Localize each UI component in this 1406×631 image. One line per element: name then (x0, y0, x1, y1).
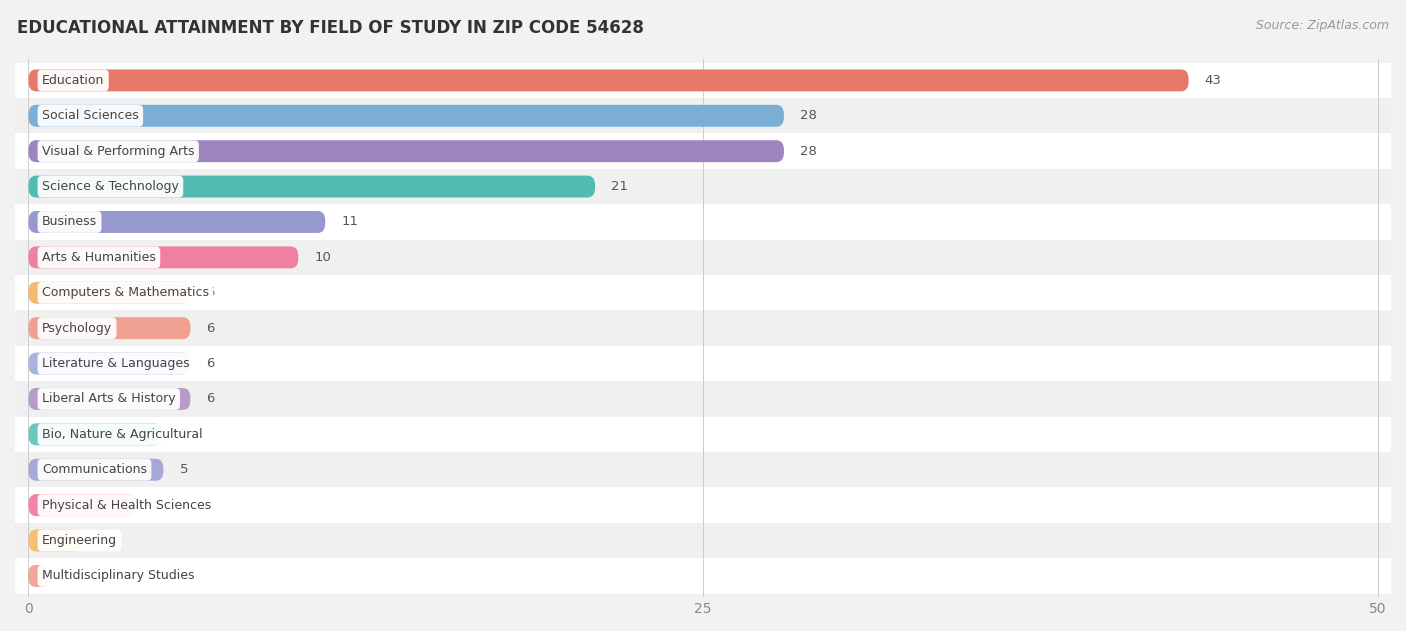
FancyBboxPatch shape (15, 310, 1391, 346)
FancyBboxPatch shape (28, 353, 190, 375)
Text: Communications: Communications (42, 463, 148, 476)
FancyBboxPatch shape (15, 452, 1391, 487)
FancyBboxPatch shape (28, 140, 785, 162)
Text: Physical & Health Sciences: Physical & Health Sciences (42, 498, 211, 512)
Text: Science & Technology: Science & Technology (42, 180, 179, 193)
Text: 6: 6 (207, 322, 215, 334)
Text: 43: 43 (1205, 74, 1222, 87)
FancyBboxPatch shape (28, 388, 190, 410)
FancyBboxPatch shape (28, 317, 190, 339)
FancyBboxPatch shape (15, 523, 1391, 558)
FancyBboxPatch shape (15, 346, 1391, 381)
FancyBboxPatch shape (28, 529, 83, 551)
Text: EDUCATIONAL ATTAINMENT BY FIELD OF STUDY IN ZIP CODE 54628: EDUCATIONAL ATTAINMENT BY FIELD OF STUDY… (17, 19, 644, 37)
FancyBboxPatch shape (15, 275, 1391, 310)
FancyBboxPatch shape (15, 487, 1391, 523)
FancyBboxPatch shape (28, 175, 595, 198)
Text: 6: 6 (207, 286, 215, 299)
Text: 5: 5 (180, 428, 188, 441)
Text: Business: Business (42, 215, 97, 228)
Text: 6: 6 (207, 392, 215, 406)
FancyBboxPatch shape (15, 204, 1391, 240)
FancyBboxPatch shape (28, 565, 51, 587)
FancyBboxPatch shape (15, 62, 1391, 98)
FancyBboxPatch shape (15, 416, 1391, 452)
Text: Literature & Languages: Literature & Languages (42, 357, 190, 370)
FancyBboxPatch shape (15, 169, 1391, 204)
FancyBboxPatch shape (28, 494, 136, 516)
Text: 21: 21 (612, 180, 628, 193)
Text: Liberal Arts & History: Liberal Arts & History (42, 392, 176, 406)
Text: 2: 2 (98, 534, 107, 547)
Text: Multidisciplinary Studies: Multidisciplinary Studies (42, 569, 194, 582)
FancyBboxPatch shape (15, 558, 1391, 594)
Text: 0: 0 (63, 569, 72, 582)
FancyBboxPatch shape (28, 423, 163, 445)
Text: 4: 4 (153, 498, 160, 512)
Text: Psychology: Psychology (42, 322, 112, 334)
Text: 28: 28 (800, 109, 817, 122)
FancyBboxPatch shape (28, 211, 325, 233)
FancyBboxPatch shape (28, 105, 785, 127)
FancyBboxPatch shape (28, 282, 190, 304)
FancyBboxPatch shape (28, 459, 163, 481)
Text: Engineering: Engineering (42, 534, 117, 547)
FancyBboxPatch shape (15, 240, 1391, 275)
Text: 10: 10 (315, 251, 332, 264)
FancyBboxPatch shape (28, 69, 1188, 91)
Text: 28: 28 (800, 144, 817, 158)
Text: Computers & Mathematics: Computers & Mathematics (42, 286, 209, 299)
FancyBboxPatch shape (15, 381, 1391, 416)
Text: Visual & Performing Arts: Visual & Performing Arts (42, 144, 194, 158)
Text: Social Sciences: Social Sciences (42, 109, 139, 122)
Text: 6: 6 (207, 357, 215, 370)
Text: Arts & Humanities: Arts & Humanities (42, 251, 156, 264)
Text: Source: ZipAtlas.com: Source: ZipAtlas.com (1256, 19, 1389, 32)
Text: 11: 11 (342, 215, 359, 228)
Text: Bio, Nature & Agricultural: Bio, Nature & Agricultural (42, 428, 202, 441)
FancyBboxPatch shape (28, 246, 298, 268)
Text: 5: 5 (180, 463, 188, 476)
FancyBboxPatch shape (15, 98, 1391, 134)
Text: Education: Education (42, 74, 104, 87)
FancyBboxPatch shape (15, 134, 1391, 169)
